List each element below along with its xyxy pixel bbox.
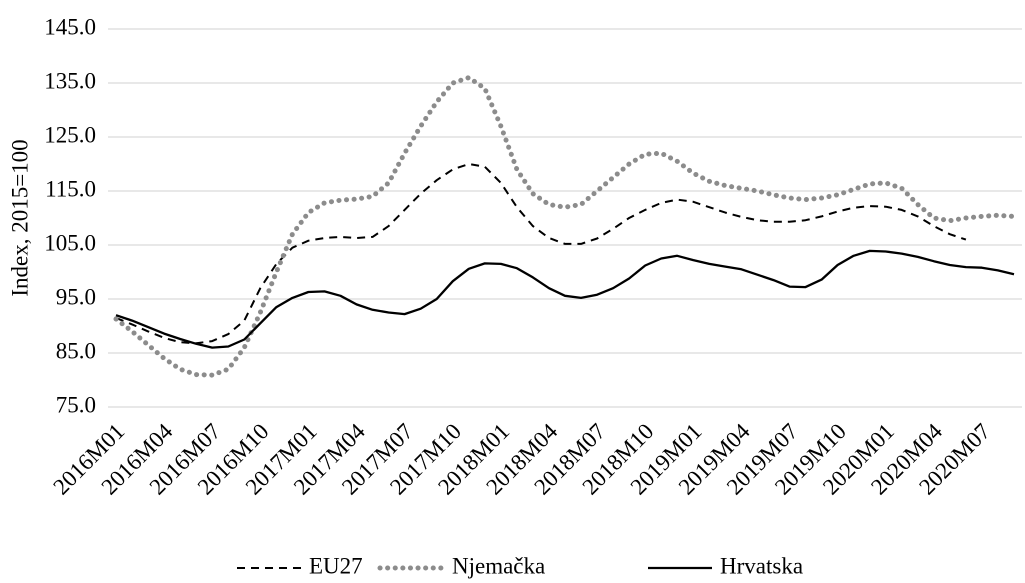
y-tick-label: 105.0 bbox=[44, 230, 96, 255]
series-line bbox=[115, 163, 967, 345]
legend-label: Hrvatska bbox=[720, 553, 803, 578]
series-line bbox=[113, 75, 1017, 378]
legend-label: EU27 bbox=[309, 553, 363, 578]
y-tick-label: 145.0 bbox=[44, 14, 96, 39]
y-tick-label: 75.0 bbox=[56, 392, 96, 417]
y-tick-label: 95.0 bbox=[56, 284, 96, 309]
series-line bbox=[115, 249, 1015, 349]
legend-label: Njemačka bbox=[452, 553, 545, 578]
y-axis-label: Index, 2015=100 bbox=[7, 139, 32, 296]
y-tick-label: 135.0 bbox=[44, 68, 96, 93]
y-tick-label: 125.0 bbox=[44, 122, 96, 147]
y-tick-label: 85.0 bbox=[56, 338, 96, 363]
y-tick-label: 115.0 bbox=[45, 176, 96, 201]
